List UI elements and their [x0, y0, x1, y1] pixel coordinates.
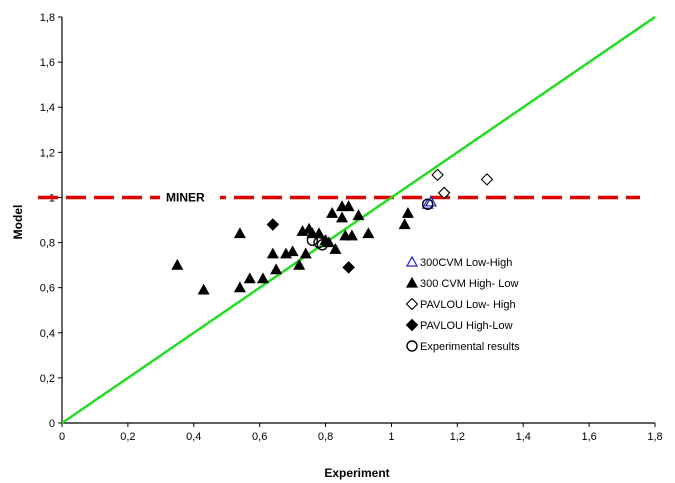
legend-marker — [405, 297, 419, 311]
data-point — [329, 243, 342, 254]
data-point — [342, 261, 355, 274]
x-tick-label: 0,6 — [252, 431, 267, 443]
data-point — [286, 245, 299, 257]
y-tick-label: 0,2 — [40, 373, 55, 385]
y-tick-label: 0,6 — [40, 283, 55, 295]
miner-label: MINER — [166, 190, 205, 204]
data-point — [421, 198, 434, 210]
y-axis-ticks: 00,20,40,60,811,21,41,61,8 — [40, 12, 62, 430]
data-point — [398, 218, 411, 230]
data-point — [233, 227, 246, 239]
series-1 — [171, 200, 414, 295]
y-axis-title: Model — [11, 205, 25, 240]
legend: 300CVM Low-High 300 CVM High- Low PAVLOU L… — [405, 255, 520, 353]
y-tick-label: 1,6 — [40, 57, 55, 69]
x-tick-label: 0,4 — [186, 431, 201, 443]
data-point — [270, 263, 283, 275]
data-point — [336, 211, 349, 223]
data-point — [424, 195, 437, 207]
data-point — [306, 234, 319, 247]
miner-label-background — [160, 187, 220, 206]
legend-marker — [405, 318, 419, 332]
x-tick-label: 1,8 — [647, 431, 662, 443]
y-tick-label: 0 — [49, 418, 55, 430]
data-point — [431, 168, 444, 182]
data-point — [293, 258, 306, 270]
y-tick-label: 1,4 — [40, 102, 55, 114]
data-point — [266, 218, 280, 231]
x-axis-title: Experiment — [324, 466, 389, 480]
data-point — [326, 206, 339, 218]
legend-label: 300CVM Low-High — [420, 257, 512, 269]
data-point — [437, 186, 451, 200]
x-tick-label: 0,2 — [120, 431, 135, 443]
data-point — [352, 209, 365, 221]
x-tick-label: 0 — [59, 431, 65, 443]
data-point — [171, 258, 184, 270]
data-point — [362, 227, 375, 239]
data-point — [313, 236, 325, 249]
y-tick-label: 1,8 — [40, 12, 55, 24]
series-4 — [306, 198, 434, 251]
data-point — [233, 281, 246, 293]
data-point — [480, 173, 494, 186]
series-3 — [266, 218, 355, 274]
data-point — [243, 272, 256, 284]
data-point — [256, 272, 269, 284]
legend-marker — [405, 276, 419, 288]
data-point — [401, 206, 414, 218]
series-2 — [431, 168, 494, 200]
x-tick-label: 1 — [388, 431, 394, 443]
data-points — [171, 168, 494, 295]
x-tick-label: 1,4 — [516, 431, 531, 443]
legend-label: PAVLOU Low- High — [420, 299, 516, 311]
legend-label: PAVLOU High-Low — [420, 320, 513, 332]
data-point — [197, 283, 210, 295]
data-point — [342, 200, 355, 212]
data-point — [299, 247, 312, 259]
x-tick-label: 0,8 — [318, 431, 333, 443]
y-tick-label: 0,8 — [40, 238, 55, 250]
legend-marker — [406, 340, 418, 352]
y-tick-label: 0,4 — [40, 328, 55, 340]
legend-label: 300 CVM High- Low — [420, 278, 518, 290]
data-point — [345, 229, 358, 241]
data-point — [316, 239, 328, 251]
y-tick-label: 1,2 — [40, 147, 55, 159]
x-axis-ticks: 0 0,2 0,4 0,6 0,8 1 1,2 1,4 1,6 1,8 — [59, 423, 663, 443]
plot-area — [61, 17, 655, 424]
legend-label: Experimental results — [420, 341, 520, 353]
data-point — [266, 247, 279, 259]
legend-marker — [405, 255, 419, 267]
x-tick-label: 1,6 — [581, 431, 596, 443]
series-0 — [421, 195, 437, 209]
x-tick-label: 1,2 — [450, 431, 465, 443]
